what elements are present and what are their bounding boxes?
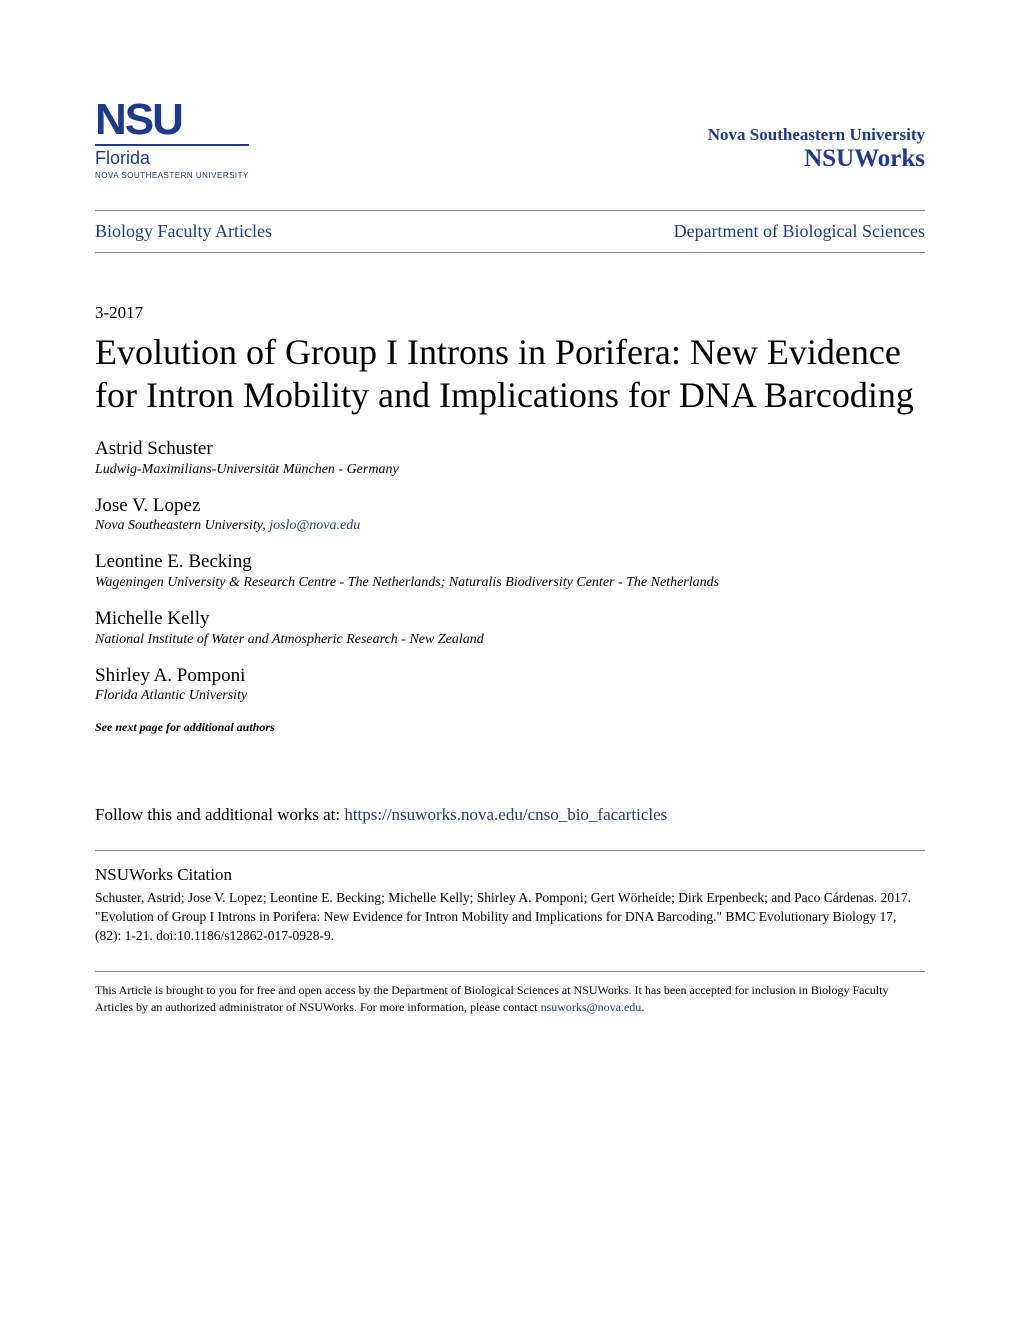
citation-text: Schuster, Astrid; Jose V. Lopez; Leontin… [95,889,925,946]
author-block: Astrid SchusterLudwig-Maximilians-Univer… [95,437,925,478]
logo-block: NSU Florida NOVA SOUTHEASTERN UNIVERSITY [95,100,249,180]
footer-text-before: This Article is brought to you for free … [95,983,889,1014]
footer-text-after: . [641,1000,644,1014]
author-affiliation: Nova Southeastern University, joslo@nova… [95,518,925,534]
breadcrumb-department-link[interactable]: Department of Biological Sciences [674,221,925,242]
author-name: Jose V. Lopez [95,494,925,519]
footer-note: This Article is brought to you for free … [95,971,925,1016]
author-name: Astrid Schuster [95,437,925,462]
citation-block: NSUWorks Citation Schuster, Astrid; Jose… [95,850,925,946]
author-affiliation: Ludwig-Maximilians-Universität München -… [95,462,925,478]
university-name[interactable]: Nova Southeastern University [708,125,925,145]
citation-heading: NSUWorks Citation [95,865,925,885]
article-title: Evolution of Group I Introns in Porifera… [95,331,925,417]
author-name: Leontine E. Becking [95,550,925,575]
logo-region: Florida [95,144,249,169]
follow-prefix: Follow this and additional works at: [95,805,344,824]
author-name: Michelle Kelly [95,607,925,632]
see-next-page-note: See next page for additional authors [95,720,925,735]
header-right: Nova Southeastern University NSUWorks [708,100,925,173]
logo-subtitle: NOVA SOUTHEASTERN UNIVERSITY [95,171,249,180]
author-affiliation: Wageningen University & Research Centre … [95,575,925,591]
author-block: Shirley A. PomponiFlorida Atlantic Unive… [95,664,925,705]
author-block: Leontine E. BeckingWageningen University… [95,550,925,591]
author-name: Shirley A. Pomponi [95,664,925,689]
footer-contact-email[interactable]: nsuworks@nova.edu [541,1000,642,1014]
breadcrumb: Biology Faculty Articles Department of B… [95,210,925,253]
author-affiliation: Florida Atlantic University [95,688,925,704]
follow-works: Follow this and additional works at: htt… [95,805,925,825]
follow-url-link[interactable]: https://nsuworks.nova.edu/cnso_bio_facar… [344,805,667,824]
author-email-link[interactable]: joslo@nova.edu [269,518,360,533]
author-block: Jose V. LopezNova Southeastern Universit… [95,494,925,535]
author-block: Michelle KellyNational Institute of Wate… [95,607,925,648]
header: NSU Florida NOVA SOUTHEASTERN UNIVERSITY… [95,100,925,180]
breadcrumb-collection-link[interactable]: Biology Faculty Articles [95,221,272,242]
author-affiliation: National Institute of Water and Atmosphe… [95,632,925,648]
authors-list: Astrid SchusterLudwig-Maximilians-Univer… [95,437,925,704]
logo-main: NSU [95,100,249,140]
repository-name[interactable]: NSUWorks [708,145,925,173]
publication-date: 3-2017 [95,303,925,323]
